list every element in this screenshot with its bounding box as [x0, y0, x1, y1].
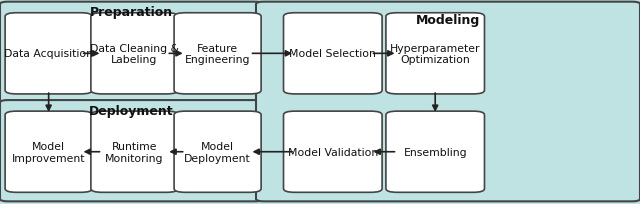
Text: Model Validation: Model Validation	[287, 147, 378, 157]
Text: Runtime
Monitoring: Runtime Monitoring	[105, 141, 164, 163]
FancyBboxPatch shape	[256, 3, 640, 201]
Text: Modeling: Modeling	[416, 14, 480, 27]
Text: Model
Improvement: Model Improvement	[12, 141, 85, 163]
Text: Data Cleaning &
Labeling: Data Cleaning & Labeling	[90, 43, 179, 65]
FancyBboxPatch shape	[91, 112, 178, 192]
FancyBboxPatch shape	[0, 3, 262, 103]
Text: Ensembling: Ensembling	[403, 147, 467, 157]
Text: Data Acquisition: Data Acquisition	[4, 49, 93, 59]
FancyBboxPatch shape	[5, 14, 92, 94]
FancyBboxPatch shape	[174, 14, 261, 94]
FancyBboxPatch shape	[0, 101, 262, 201]
Text: Deployment: Deployment	[89, 104, 173, 117]
Text: Preparation: Preparation	[90, 6, 173, 19]
FancyBboxPatch shape	[284, 14, 382, 94]
Text: Feature
Engineering: Feature Engineering	[185, 43, 250, 65]
Text: Model Selection: Model Selection	[289, 49, 376, 59]
Text: Hyperparameter
Optimization: Hyperparameter Optimization	[390, 43, 481, 65]
FancyBboxPatch shape	[284, 112, 382, 192]
FancyBboxPatch shape	[91, 14, 178, 94]
FancyBboxPatch shape	[386, 14, 484, 94]
FancyBboxPatch shape	[386, 112, 484, 192]
Text: Model
Deployment: Model Deployment	[184, 141, 251, 163]
FancyBboxPatch shape	[174, 112, 261, 192]
FancyBboxPatch shape	[5, 112, 92, 192]
